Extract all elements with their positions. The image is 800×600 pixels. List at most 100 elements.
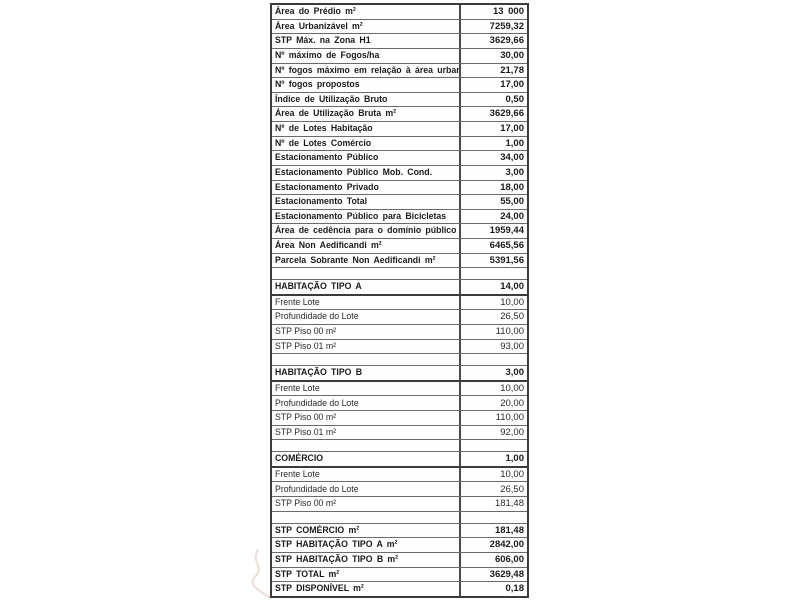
row-value-cell: 1959,44 [461, 224, 527, 238]
row-value-cell: 181,48 [461, 524, 527, 538]
row-label: Nº de Lotes Habitação [275, 123, 373, 135]
row-label: Estacionamento Público para Bicicletas [275, 210, 447, 222]
row-label-cell: STP Piso 00 m² [272, 411, 461, 425]
row-value-cell: 21,78 [461, 64, 527, 78]
row-value: 55,00 [500, 196, 524, 208]
table-row: STP Piso 00 m² 181,48 [272, 497, 527, 512]
row-value-cell [461, 354, 527, 365]
row-value-cell: 17,00 [461, 122, 527, 136]
row-label-cell [272, 354, 461, 366]
row-value-cell: 10,00 [461, 468, 527, 482]
row-value: 10,00 [500, 296, 524, 308]
row-value-cell: 34,00 [461, 151, 527, 165]
row-value: 3,00 [505, 166, 525, 178]
row-label-cell [272, 440, 461, 452]
table-row: Nº máximo de Fogos/ha 30,00 [272, 48, 527, 64]
table-row: Área Non Aedificandi m² 6465,56 [272, 239, 527, 254]
table-row: Estacionamento Público 34,00 [272, 151, 527, 166]
table-row: Área de cedência para o domínio público … [272, 224, 527, 239]
table-row: Nº de Lotes Habitação 17,00 [272, 122, 527, 137]
row-value: 21,78 [500, 64, 524, 76]
table-row: STP Piso 00 m² 110,00 [272, 325, 527, 340]
row-value-cell: 93,00 [461, 340, 527, 354]
row-label: STP DISPONÍVEL m² [275, 583, 364, 595]
row-label: Área Urbanizável m² [275, 20, 363, 32]
row-value: 110,00 [495, 326, 524, 338]
row-label-cell: STP Máx. na Zona H1 [272, 34, 461, 48]
row-value: 10,00 [500, 468, 524, 480]
row-value: 606,00 [494, 553, 524, 565]
table-row: Profundidade do Lote 26,50 [272, 482, 527, 498]
row-value-cell: 20,00 [461, 396, 527, 410]
row-value: 14,00 [500, 281, 524, 293]
row-label: Parcela Sobrante Non Aedificandi m² [275, 254, 436, 266]
row-label: STP HABITAÇÃO TIPO A m² [275, 539, 398, 551]
row-value: 3629,48 [489, 568, 524, 580]
row-label-cell: Estacionamento Privado [272, 180, 461, 195]
row-label: STP COMÉRCIO m² [275, 524, 360, 536]
row-value: 17,00 [500, 123, 524, 135]
row-label: STP HABITAÇÃO TIPO B m² [275, 553, 399, 565]
table-row: HABITAÇÃO TIPO B 3,00 [272, 366, 527, 382]
row-value-cell: 3629,66 [461, 34, 527, 48]
row-label: Estacionamento Total [275, 196, 368, 208]
row-label: STP Máx. na Zona H1 [275, 35, 371, 47]
table-row: COMÉRCIO 1,00 [272, 452, 527, 468]
table-row: Estacionamento Total 55,00 [272, 195, 527, 210]
table-row [272, 268, 527, 281]
row-label: STP Piso 00 m² [275, 326, 337, 338]
row-label-cell: Profundidade do Lote [272, 310, 461, 325]
row-label: STP Piso 00 m² [275, 498, 337, 510]
table-row: Frente Lote 10,00 [272, 295, 527, 311]
row-label-cell: STP HABITAÇÃO TIPO A m² [272, 538, 461, 552]
row-value-cell: 14,00 [461, 280, 527, 294]
row-label: Área de cedência para o domínio público … [275, 225, 461, 237]
row-label-cell: Nº fogos propostos [272, 78, 461, 92]
row-label: Profundidade do Lote [275, 311, 359, 323]
row-value-cell: 3629,66 [461, 107, 527, 121]
table-row: Parcela Sobrante Non Aedificandi m² 5391… [272, 253, 527, 269]
row-value-cell: 0,50 [461, 93, 527, 107]
row-label-cell: Nº fogos máximo em relação à área urbani… [272, 63, 461, 78]
row-value-cell: 6465,56 [461, 239, 527, 253]
row-value-cell [461, 440, 527, 451]
row-label-cell: Profundidade do Lote [272, 482, 461, 497]
row-value-cell: 7259,32 [461, 20, 527, 34]
row-value-cell: 110,00 [461, 411, 527, 425]
row-label-cell: HABITAÇÃO TIPO B [272, 366, 461, 380]
row-value: 34,00 [500, 152, 524, 164]
row-value-cell [461, 268, 527, 279]
row-value: 30,00 [500, 49, 524, 61]
row-value-cell: 3629,48 [461, 568, 527, 582]
row-value: 5391,56 [489, 254, 524, 266]
row-label-cell: STP Piso 01 m² [272, 425, 461, 440]
table-row: HABITAÇÃO TIPO A 14,00 [272, 280, 527, 296]
row-label: STP TOTAL m² [275, 568, 340, 580]
row-label-cell: STP Piso 00 m² [272, 497, 461, 511]
row-value-cell: 110,00 [461, 325, 527, 339]
row-label: STP Piso 01 m² [275, 340, 337, 352]
row-label-cell: COMÉRCIO [272, 452, 461, 466]
row-value: 92,00 [500, 426, 524, 438]
row-value-cell: 181,48 [461, 497, 527, 511]
row-label-cell: Área Urbanizável m² [272, 19, 461, 34]
row-label-cell: Frente Lote [272, 295, 461, 310]
table-row: Índice de Utilização Bruto 0,50 [272, 92, 527, 108]
row-value: 3629,66 [489, 108, 524, 120]
row-label-cell: Frente Lote [272, 467, 461, 482]
table-row: Profundidade do Lote 26,50 [272, 310, 527, 326]
row-value-cell: 26,50 [461, 482, 527, 496]
row-value: 0,50 [505, 93, 525, 105]
row-value-cell: 55,00 [461, 195, 527, 209]
row-label-cell: STP HABITAÇÃO TIPO B m² [272, 552, 461, 567]
row-label-cell: Parcela Sobrante Non Aedificandi m² [272, 253, 461, 268]
row-label-cell: STP COMÉRCIO m² [272, 523, 461, 538]
row-value: 26,50 [500, 311, 524, 323]
table-row [272, 440, 527, 453]
row-label-cell: Área de cedência para o domínio público … [272, 224, 461, 238]
row-value-cell: 10,00 [461, 382, 527, 396]
row-value: 13 000 [492, 6, 524, 18]
row-label-cell: STP DISPONÍVEL m² [272, 582, 461, 596]
row-label: Índice de Utilização Bruto [275, 93, 388, 105]
row-label-cell: STP TOTAL m² [272, 567, 461, 582]
